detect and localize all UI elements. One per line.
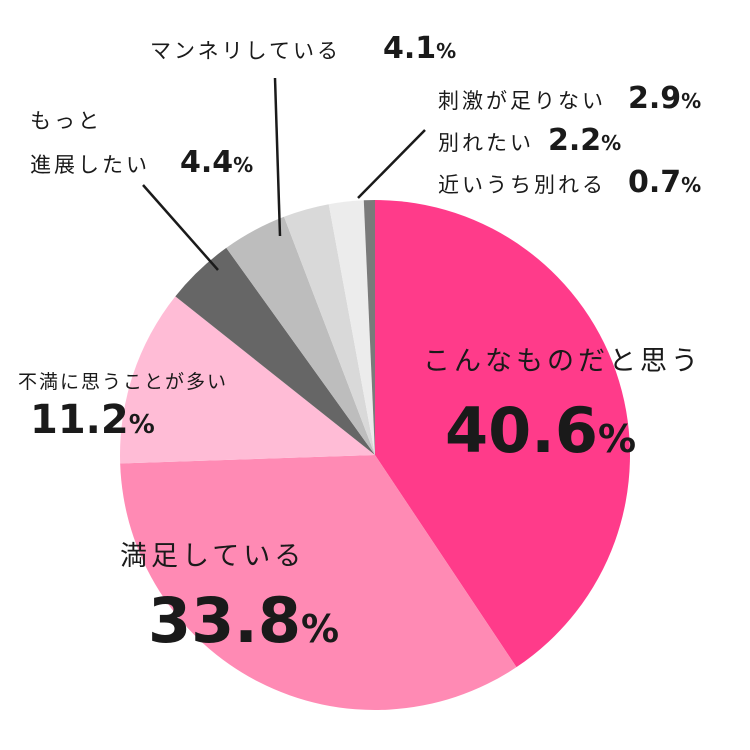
leader-line-shinten <box>142 184 219 271</box>
slice-label-motto: もっと <box>30 109 102 133</box>
slice-value-shigeki: 2.9% <box>628 81 701 116</box>
pie-slice-3 <box>175 247 375 455</box>
slice-label-chikaiuchi: 近いうち別れる <box>438 173 606 197</box>
pie-slice-6 <box>328 200 375 455</box>
pie-slice-4 <box>226 216 375 455</box>
pie-slice-1 <box>120 455 517 710</box>
pie-slice-5 <box>284 204 375 455</box>
slice-value-manzoku: 33.8% <box>148 584 339 657</box>
slice-label-shigeki: 刺激が足りない <box>438 89 606 113</box>
slice-value-shinten: 4.4% <box>180 145 253 180</box>
slice-label-shinten: 進展したい <box>30 153 150 177</box>
slice-label-manzoku: 満足している <box>120 541 305 572</box>
slice-label-konna: こんなものだと思う <box>423 346 702 377</box>
slice-label-manneri: マンネリしている <box>150 39 341 63</box>
slice-value-konna: 40.6% <box>445 394 636 467</box>
pie-slice-0 <box>375 200 630 668</box>
leader-line-manneri <box>273 77 282 237</box>
leader-line-shigeki <box>357 129 426 199</box>
slice-value-wakaretai: 2.2% <box>548 123 621 158</box>
pie-slice-2 <box>120 296 376 464</box>
slice-value-chikaiuchi: 0.7% <box>628 165 701 200</box>
slice-value-fuman: 11.2% <box>30 397 155 443</box>
slice-label-fuman: 不満に思うことが多い <box>18 371 228 393</box>
pie-slice-7 <box>363 200 375 455</box>
pie-slices <box>120 200 630 710</box>
slice-value-manneri: 4.1% <box>383 31 456 66</box>
slice-label-wakaretai: 別れたい <box>438 131 534 155</box>
